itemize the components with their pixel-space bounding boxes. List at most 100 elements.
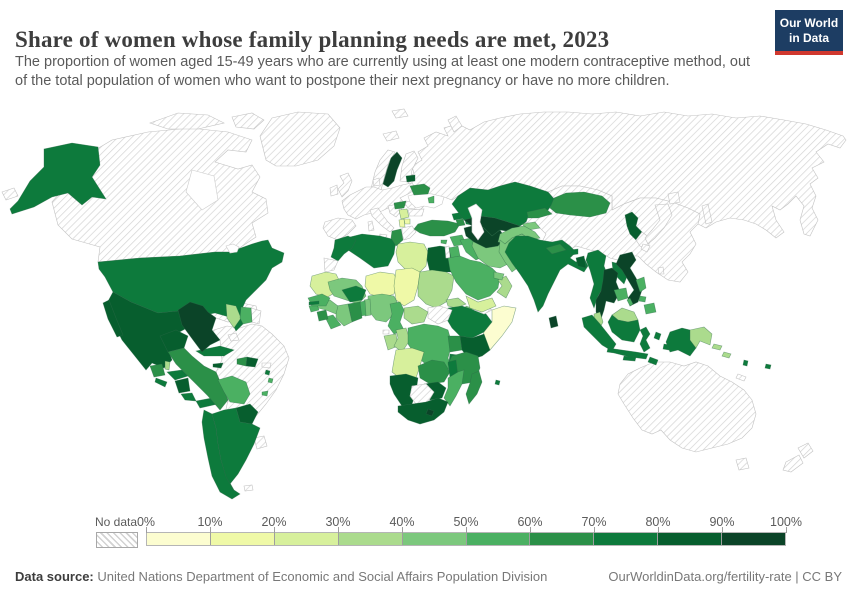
country-indonesia-sulawesi[interactable]	[639, 326, 651, 353]
country-nicaragua[interactable]	[174, 377, 191, 394]
legend-bin[interactable]	[594, 533, 659, 545]
country-colombia[interactable]	[177, 301, 221, 353]
country-cyprus[interactable]	[440, 239, 448, 245]
country-vanuatu[interactable]	[742, 359, 749, 367]
country-indonesia-sumatra[interactable]	[581, 314, 617, 352]
country-yemen[interactable]	[465, 295, 497, 313]
country-guyana[interactable]	[225, 303, 242, 329]
country-novaya-zemlya[interactable]	[447, 115, 463, 133]
country-tasmania[interactable]	[735, 457, 750, 471]
legend-bin[interactable]	[402, 533, 467, 545]
country-armenia[interactable]	[455, 218, 466, 227]
country-bhutan[interactable]	[569, 248, 579, 256]
country-libya[interactable]	[395, 241, 429, 273]
country-sri-lanka[interactable]	[548, 315, 559, 329]
country-south-sudan[interactable]	[427, 305, 453, 325]
country-moldova[interactable]	[427, 195, 435, 204]
country-belarus[interactable]	[409, 183, 431, 196]
country-italy-sardinia[interactable]	[367, 220, 375, 232]
country-burkina-faso[interactable]	[341, 285, 367, 303]
country-equatorial-guinea[interactable]	[382, 329, 390, 335]
country-italy[interactable]	[369, 207, 395, 233]
region-western-europe[interactable]	[341, 182, 417, 220]
country-solomon-islands[interactable]	[721, 351, 732, 359]
country-united-kingdom[interactable]	[337, 172, 353, 198]
country-suriname[interactable]	[239, 306, 253, 325]
country-madagascar[interactable]	[465, 370, 483, 405]
country-lesotho[interactable]	[425, 408, 435, 417]
country-algeria[interactable]	[345, 233, 397, 269]
country-philippines[interactable]	[643, 302, 657, 315]
country-vietnam[interactable]	[615, 251, 643, 307]
country-serbia[interactable]	[398, 208, 410, 220]
country-french-guiana[interactable]	[250, 307, 262, 325]
country-lesser-antilles[interactable]	[264, 369, 271, 376]
country-guatemala[interactable]	[149, 363, 166, 378]
country-iceland[interactable]	[382, 130, 400, 142]
country-solomon-islands[interactable]	[711, 343, 723, 351]
country-indonesia-java[interactable]	[606, 347, 649, 360]
country-ireland[interactable]	[329, 184, 339, 197]
country-cuba[interactable]	[195, 345, 235, 357]
legend-bin[interactable]	[274, 533, 339, 545]
country-japan[interactable]	[667, 191, 681, 205]
legend-bin[interactable]	[722, 533, 786, 545]
country-timor[interactable]	[647, 356, 659, 366]
country-kyrgyzstan[interactable]	[526, 207, 553, 219]
country-western-sahara[interactable]	[323, 257, 339, 273]
country-lesser-antilles[interactable]	[267, 377, 274, 384]
country-turkey[interactable]	[413, 219, 461, 237]
country-sudan[interactable]	[417, 269, 455, 309]
country-dominican-republic[interactable]	[245, 356, 259, 368]
country-morocco[interactable]	[330, 235, 357, 262]
country-el-salvador[interactable]	[154, 377, 168, 388]
attribution-link[interactable]: OurWorldinData.org/fertility-rate | CC B…	[608, 569, 842, 584]
country-indonesia-lesser-sunda[interactable]	[622, 355, 637, 362]
country-north-macedonia[interactable]	[403, 218, 411, 225]
country-india[interactable]	[504, 235, 589, 313]
country-arctic-islands[interactable]	[149, 112, 225, 130]
country-philippines[interactable]	[635, 276, 647, 293]
country-mongolia[interactable]	[549, 191, 611, 218]
country-liberia[interactable]	[324, 314, 342, 330]
country-saudi-arabia[interactable]	[447, 255, 501, 301]
country-new-zealand[interactable]	[782, 454, 804, 473]
country-south-africa[interactable]	[397, 397, 449, 425]
country-philippines[interactable]	[626, 297, 634, 307]
country-trinidad[interactable]	[261, 390, 269, 397]
legend-bins[interactable]	[146, 532, 786, 546]
country-greenland[interactable]	[259, 111, 341, 167]
country-falklands[interactable]	[243, 484, 254, 492]
country-uae[interactable]	[493, 271, 505, 281]
country-nepal[interactable]	[545, 243, 567, 255]
country-uruguay[interactable]	[253, 435, 268, 450]
country-greece[interactable]	[401, 225, 417, 241]
country-comoros[interactable]	[494, 379, 501, 386]
country-thailand[interactable]	[595, 267, 621, 323]
country-argentina[interactable]	[211, 407, 261, 492]
legend-bin[interactable]	[147, 533, 211, 545]
legend-bin[interactable]	[530, 533, 595, 545]
country-central-african-republic[interactable]	[403, 305, 429, 325]
country-tunisia[interactable]	[390, 228, 404, 247]
country-new-caledonia[interactable]	[735, 373, 747, 382]
country-mexico-baja[interactable]	[102, 299, 124, 338]
country-australia[interactable]	[617, 361, 757, 453]
country-jamaica[interactable]	[212, 362, 224, 369]
country-chukotka-west[interactable]	[1, 187, 19, 201]
region-iberia[interactable]	[322, 217, 357, 241]
country-sweden[interactable]	[382, 151, 403, 188]
country-zambia[interactable]	[417, 359, 451, 385]
country-bangladesh[interactable]	[575, 255, 587, 269]
legend-bin[interactable]	[338, 533, 403, 545]
country-hungary[interactable]	[393, 200, 407, 210]
country-gambia[interactable]	[308, 300, 320, 306]
legend-bin[interactable]	[466, 533, 531, 545]
country-sakhalin[interactable]	[701, 203, 713, 225]
country-fiji[interactable]	[764, 363, 772, 370]
country-niger[interactable]	[364, 271, 399, 299]
country-japan[interactable]	[644, 203, 673, 245]
country-usa-alaska[interactable]	[9, 142, 107, 215]
owid-logo[interactable]: Our World in Data	[775, 10, 843, 55]
country-oman[interactable]	[496, 275, 513, 299]
